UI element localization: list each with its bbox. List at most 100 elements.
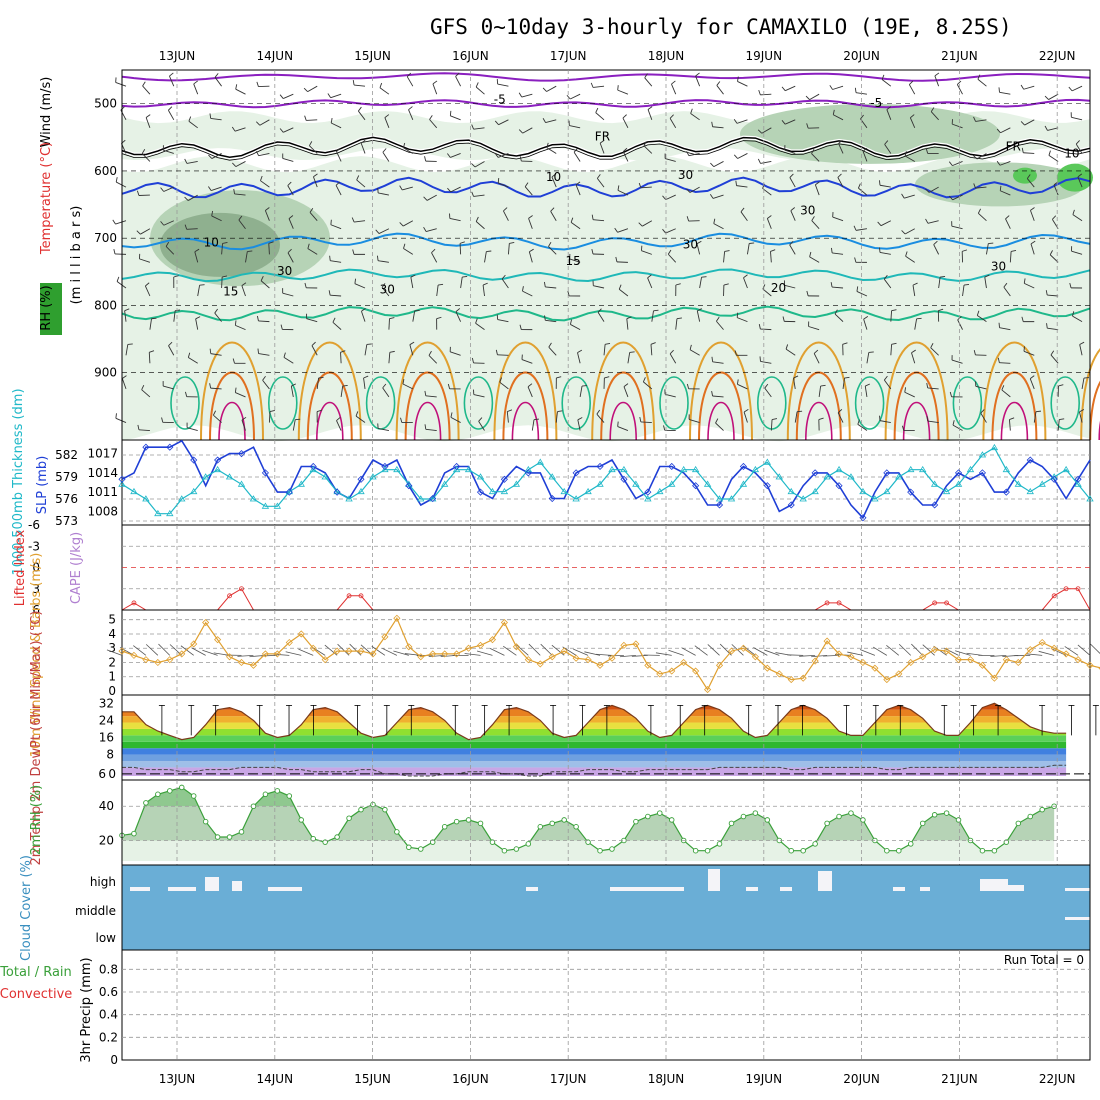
wind-barb [377, 260, 389, 263]
wind-barb [495, 349, 498, 355]
wind-speed-point [297, 630, 305, 638]
chart-title: GFS 0~10day 3-hourly for CAMAXILO (19E, … [430, 15, 1012, 39]
wind-barb [977, 208, 982, 214]
wind-barb [952, 424, 963, 431]
wind-barb [952, 161, 963, 167]
wind-barb [891, 342, 897, 345]
wind-barb [424, 156, 427, 162]
wind-barb [782, 316, 785, 322]
wind-barb [550, 207, 555, 212]
wind-axis-label: Wind (m/s) [39, 77, 54, 148]
wind-barb [949, 391, 952, 397]
wind-speed-point [381, 633, 389, 641]
wind-barb [311, 341, 316, 346]
wind-barb [975, 186, 987, 189]
wind-barb [865, 383, 871, 387]
wind-barb [303, 87, 308, 92]
wind-barb [165, 241, 170, 247]
wind-barb [548, 346, 557, 356]
wind-barb [431, 248, 436, 254]
temp-bands [122, 703, 1067, 776]
wind-barb [818, 385, 822, 397]
thickness-point [261, 502, 270, 509]
contour-line [982, 341, 1047, 441]
wind-barb [145, 282, 150, 287]
wind-barb [330, 260, 342, 263]
wind-barb [551, 173, 557, 178]
wind-barb [115, 181, 127, 188]
wind-barb [471, 357, 474, 364]
cape-axis-label: CAPE (J/kg) [69, 532, 84, 604]
slp-point [214, 456, 222, 464]
thickness-point [369, 473, 377, 480]
wind-barb [1072, 214, 1083, 222]
wind-barb [901, 425, 905, 431]
lifted-index-point [932, 600, 938, 606]
wind-barb [638, 182, 642, 188]
wind-barb [473, 394, 485, 398]
wind-barb [973, 116, 976, 122]
wind-barb [641, 250, 652, 255]
contour-line [121, 72, 1091, 82]
wind-barb [814, 184, 820, 196]
wind-barb [268, 241, 274, 244]
surface-wind-barb [1090, 643, 1100, 654]
rh-point [322, 839, 328, 845]
wind-barb [528, 218, 533, 229]
wind-barb [1023, 85, 1035, 90]
wind-barb [366, 343, 372, 345]
wind-speed-point [273, 650, 281, 658]
lifted-index-point [944, 600, 949, 606]
wind-barb [518, 129, 524, 134]
wind-barb [1057, 419, 1060, 431]
wind-barb [863, 319, 868, 330]
wind-barb [1077, 176, 1083, 188]
wind-barb [665, 228, 676, 234]
cloud-gap [818, 871, 832, 891]
contour-line [786, 341, 851, 441]
wind-barb [716, 85, 724, 95]
precip-tick: 0.2 [99, 1030, 118, 1044]
rh-point [991, 847, 998, 854]
wind-barb [818, 417, 824, 420]
wind-barb [168, 106, 173, 111]
wind-barb [854, 87, 857, 93]
wind-barb [986, 243, 989, 255]
wind-barb [736, 379, 739, 385]
thickness-point [907, 465, 915, 473]
lifted-index-point [346, 593, 352, 599]
surface-wind-barb [540, 643, 553, 656]
wind-barb [184, 224, 188, 230]
wind-barb [283, 357, 294, 364]
wind-barb [770, 419, 773, 431]
wind-barb [999, 362, 1011, 364]
wind-barb [287, 181, 292, 186]
wind-barb [904, 155, 915, 162]
surface-wind-barb [584, 651, 601, 656]
wind-speed-point [692, 667, 700, 675]
wind-barb [1030, 210, 1035, 221]
wind-barb [501, 274, 506, 280]
wind-barb [497, 319, 509, 323]
rh-point [453, 818, 460, 825]
wind-barb [256, 315, 259, 321]
thickness-point [1050, 473, 1058, 480]
wind-barb [930, 111, 939, 121]
surface-wind-barb [237, 654, 254, 657]
surface-wind-barb [707, 644, 720, 656]
surface-wind-barb [528, 643, 541, 656]
wind-speed-point [202, 618, 210, 627]
wind-barb [671, 83, 677, 95]
wind-barb [1029, 378, 1035, 390]
wind-barb [1023, 278, 1026, 284]
wind-speed-point [632, 640, 640, 648]
slp-point [644, 488, 652, 496]
wind-barb [447, 383, 451, 389]
date-label: 21JUN [941, 1072, 978, 1086]
wind-barb [524, 186, 533, 196]
thickness-point [166, 509, 174, 517]
rh-tick: 20 [99, 833, 114, 847]
wind-speed-point [907, 658, 915, 667]
wind-barb [408, 106, 413, 111]
wind-barb [258, 153, 270, 157]
